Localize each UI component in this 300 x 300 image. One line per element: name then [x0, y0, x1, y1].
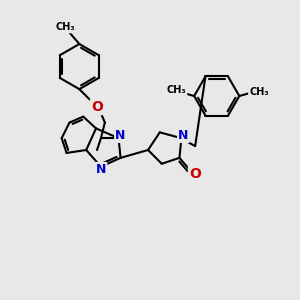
Text: CH₃: CH₃ [56, 22, 75, 32]
Text: N: N [96, 163, 106, 176]
Text: CH₃: CH₃ [167, 85, 186, 95]
Text: N: N [116, 129, 126, 142]
Text: O: O [91, 100, 103, 114]
Text: N: N [178, 129, 189, 142]
Text: CH₃: CH₃ [249, 87, 269, 97]
Text: O: O [189, 167, 201, 181]
